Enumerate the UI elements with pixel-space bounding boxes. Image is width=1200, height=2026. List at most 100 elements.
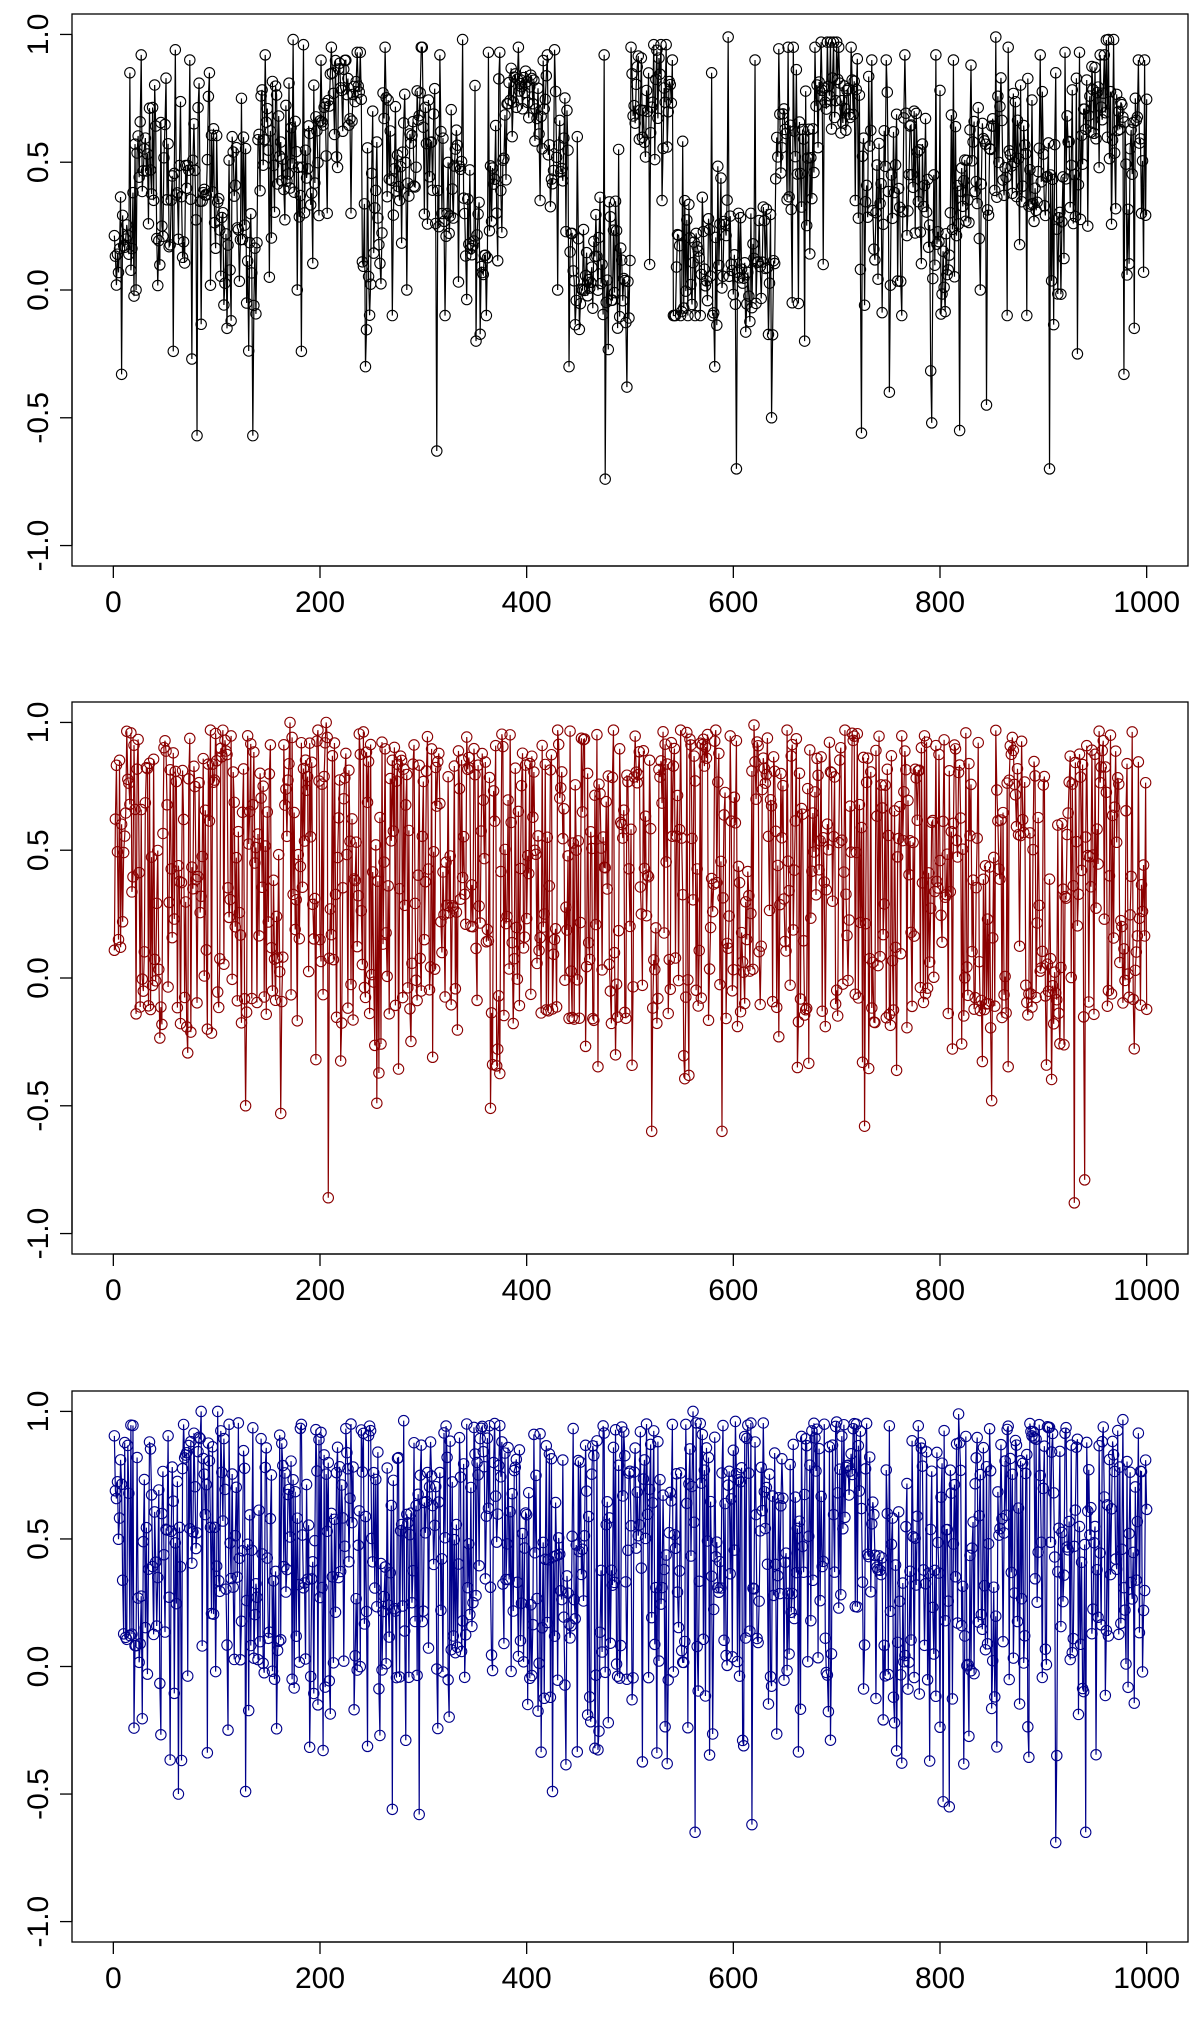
- data-point: [1066, 1646, 1079, 1659]
- data-point: [560, 901, 572, 914]
- data-point: [653, 52, 665, 64]
- data-point: [835, 741, 847, 754]
- data-point: [1024, 163, 1036, 176]
- data-point: [1113, 105, 1125, 118]
- x-tick-label: 1000: [1113, 1962, 1180, 1995]
- data-point: [626, 1059, 638, 1072]
- data-point: [375, 278, 387, 290]
- data-point: [943, 764, 956, 777]
- data-point: [878, 898, 890, 910]
- data-point: [179, 896, 192, 908]
- data-point: [354, 748, 367, 761]
- data-point: [366, 866, 379, 878]
- data-point: [843, 1489, 855, 1501]
- data-point: [837, 1523, 849, 1535]
- data-point: [235, 92, 248, 105]
- data-point: [550, 151, 563, 164]
- data-point: [844, 800, 856, 812]
- data-point: [1093, 725, 1105, 737]
- data-point: [685, 739, 697, 751]
- data-point: [345, 207, 357, 220]
- data-point: [844, 1465, 856, 1477]
- data-point: [142, 218, 155, 230]
- data-point: [716, 1467, 728, 1479]
- data-point: [468, 1421, 480, 1434]
- data-point: [506, 936, 518, 949]
- data-point: [527, 811, 539, 823]
- data-point: [1018, 1630, 1031, 1642]
- data-point: [301, 163, 314, 175]
- data-point: [982, 209, 995, 221]
- data-point: [558, 802, 570, 815]
- data-point: [968, 1667, 980, 1680]
- data-point: [396, 991, 409, 1004]
- data-point: [249, 1608, 261, 1621]
- data-point: [723, 910, 735, 922]
- data-point: [689, 775, 701, 787]
- data-point: [427, 845, 440, 858]
- data-point: [417, 121, 430, 133]
- data-point: [452, 1558, 465, 1570]
- data-point: [1091, 823, 1103, 835]
- data-point: [1000, 1509, 1012, 1521]
- data-point: [535, 110, 547, 123]
- data-point: [257, 1657, 269, 1670]
- data-point: [896, 730, 908, 742]
- data-point: [140, 165, 153, 177]
- data-point: [238, 1462, 251, 1475]
- data-point: [328, 1513, 341, 1526]
- data-point: [916, 138, 929, 150]
- data-point: [432, 755, 444, 768]
- data-point: [1132, 1427, 1145, 1439]
- data-point: [457, 1458, 470, 1470]
- data-point: [648, 1425, 660, 1437]
- data-point: [974, 1468, 987, 1481]
- data-point: [263, 768, 276, 780]
- data-point: [673, 239, 686, 252]
- data-point: [304, 1670, 317, 1683]
- data-point: [498, 152, 510, 165]
- data-point: [929, 259, 941, 271]
- data-point: [770, 1728, 783, 1740]
- data-point: [963, 216, 975, 229]
- data-point: [989, 1691, 1001, 1703]
- data-point: [1010, 1439, 1023, 1451]
- data-point: [185, 193, 197, 206]
- data-point: [989, 184, 1001, 197]
- y-axis: -1.0-0.50.00.51.0: [22, 14, 73, 571]
- data-point: [154, 1032, 166, 1044]
- data-point: [494, 46, 506, 59]
- data-point: [545, 1452, 558, 1465]
- data-point: [666, 54, 679, 66]
- data-point: [1055, 1620, 1067, 1633]
- data-point: [1031, 196, 1043, 208]
- data-point: [870, 1692, 882, 1705]
- data-point: [229, 1529, 242, 1542]
- data-point: [966, 945, 978, 958]
- data-point: [202, 758, 215, 770]
- data-point: [376, 736, 388, 748]
- data-point: [299, 754, 312, 766]
- data-point: [911, 814, 924, 826]
- data-point: [414, 87, 426, 99]
- data-point: [623, 863, 635, 875]
- data-point: [320, 716, 332, 729]
- data-point: [751, 1632, 763, 1645]
- data-point: [259, 1461, 271, 1474]
- data-point: [1059, 46, 1071, 59]
- data-point: [377, 938, 389, 950]
- data-point: [1008, 156, 1021, 169]
- data-point: [1130, 946, 1143, 958]
- data-point: [894, 1669, 907, 1681]
- data-point: [446, 183, 459, 195]
- data-point: [225, 730, 237, 742]
- data-point: [548, 44, 561, 56]
- data-point: [292, 848, 305, 861]
- data-point: [830, 36, 843, 48]
- data-point: [326, 749, 339, 762]
- data-point: [774, 1587, 786, 1600]
- data-point: [973, 955, 986, 968]
- data-point: [612, 143, 625, 156]
- data-point: [760, 768, 773, 781]
- data-point: [975, 1608, 988, 1621]
